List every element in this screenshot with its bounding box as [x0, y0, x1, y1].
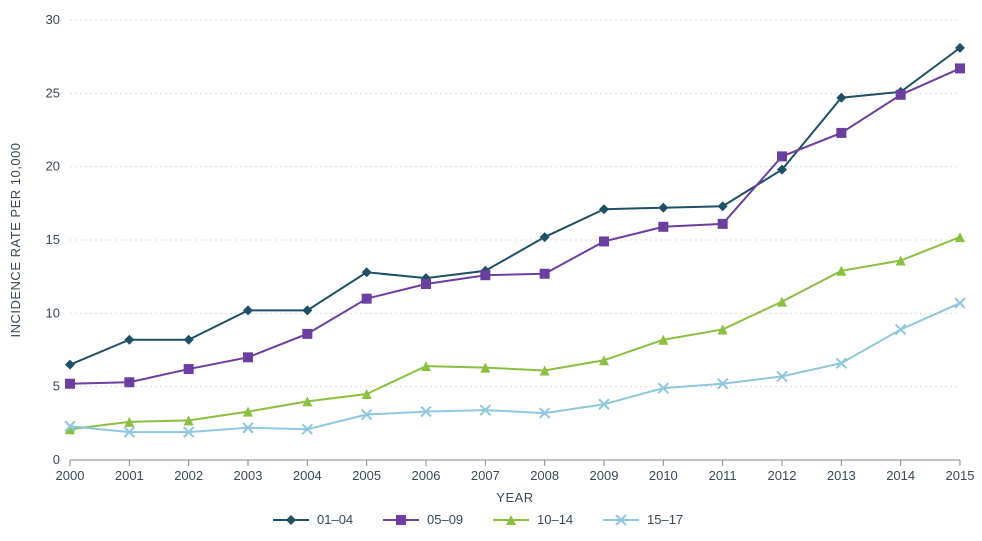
- x-tick-label: 2008: [530, 468, 559, 483]
- x-tick-label: 2007: [471, 468, 500, 483]
- marker-square: [421, 279, 431, 289]
- line-chart: 0 5 10 15 20 25 30 2000 2001 2002 2003 2004 2005 2006…: [0, 0, 982, 541]
- y-tick-label: 15: [46, 232, 60, 247]
- x-tick-label: 2004: [293, 468, 322, 483]
- marker-square: [955, 63, 965, 73]
- legend-label: 01–04: [317, 512, 353, 527]
- marker-square: [480, 270, 490, 280]
- y-axis-label: INCIDENCE RATE PER 10,000: [8, 142, 23, 337]
- x-tick-label: 2002: [174, 468, 203, 483]
- x-tick-label: 2006: [412, 468, 441, 483]
- x-tick-label: 2011: [709, 468, 737, 483]
- x-tick-label: 2001: [115, 468, 144, 483]
- marker-square: [836, 128, 846, 138]
- x-tick-label: 2010: [649, 468, 678, 483]
- x-tick-label: 2005: [352, 468, 381, 483]
- marker-square: [302, 329, 312, 339]
- x-tick-label: 2013: [827, 468, 856, 483]
- y-tick-label: 10: [46, 305, 60, 320]
- marker-square: [658, 222, 668, 232]
- marker-square: [184, 364, 194, 374]
- x-tick-label: 2003: [234, 468, 263, 483]
- chart-svg: 0 5 10 15 20 25 30 2000 2001 2002 2003 2004 2005 2006…: [0, 0, 982, 541]
- marker-square: [362, 294, 372, 304]
- x-tick-label: 2012: [768, 468, 797, 483]
- y-tick-label: 20: [46, 159, 60, 174]
- y-tick-label: 30: [46, 12, 60, 27]
- marker-square: [65, 379, 75, 389]
- legend-label: 05–09: [427, 512, 463, 527]
- legend-label: 10–14: [537, 512, 573, 527]
- marker-square: [396, 515, 406, 525]
- marker-square: [896, 90, 906, 100]
- y-tick-label: 25: [46, 85, 60, 100]
- marker-square: [599, 236, 609, 246]
- marker-square: [243, 352, 253, 362]
- marker-square: [540, 269, 550, 279]
- y-tick-label: 0: [53, 452, 60, 467]
- y-tick-label: 5: [53, 379, 60, 394]
- marker-square: [777, 151, 787, 161]
- x-axis-label: YEAR: [496, 490, 533, 505]
- marker-square: [718, 219, 728, 229]
- x-tick-label: 2015: [946, 468, 975, 483]
- x-tick-label: 2014: [886, 468, 915, 483]
- x-tick-label: 2009: [590, 468, 619, 483]
- x-tick-label: 2000: [56, 468, 85, 483]
- marker-square: [124, 377, 134, 387]
- legend-label: 15–17: [647, 512, 683, 527]
